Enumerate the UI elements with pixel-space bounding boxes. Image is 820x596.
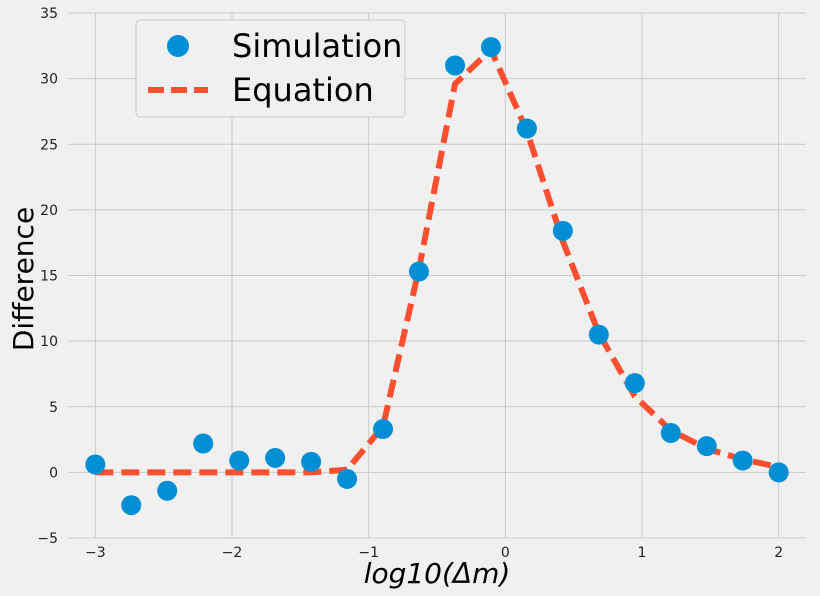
simulation-point [408, 261, 429, 282]
legend-simulation-label: Simulation [232, 27, 402, 65]
y-tick-label: −5 [37, 531, 58, 547]
simulation-point [121, 495, 142, 516]
x-axis-label-suffix: ) [497, 557, 510, 590]
simulation-point [660, 423, 681, 443]
y-tick-label: 25 [40, 137, 58, 153]
simulation-point [696, 436, 717, 457]
simulation-point [445, 55, 466, 76]
simulation-point [265, 447, 286, 468]
simulation-point [157, 480, 178, 501]
simulation-point [516, 118, 537, 139]
simulation-point [373, 419, 394, 440]
legend-equation-label: Equation [232, 71, 374, 109]
x-axis-label-prefix: log10(Δ [364, 557, 472, 590]
x-axis-label-variable: m [472, 557, 499, 590]
y-tick-label: 35 [40, 6, 58, 22]
simulation-point [732, 450, 753, 471]
simulation-point [193, 433, 214, 454]
y-tick-label: 30 [40, 72, 58, 88]
simulation-point [301, 451, 322, 472]
simulation-point [588, 324, 609, 345]
simulation-point [85, 454, 106, 475]
simulation-point [337, 468, 358, 489]
x-axis-label: log10(Δm) [364, 557, 511, 590]
x-tick-label: 0 [501, 545, 510, 561]
equation-line [95, 46, 780, 476]
x-tick-labels: −3 −2 −1 0 1 2 [85, 545, 783, 561]
y-axis-label: Difference [7, 207, 40, 351]
legend-simulation-marker [167, 35, 189, 57]
y-tick-label: 10 [40, 334, 58, 350]
x-tick-label: 2 [774, 545, 783, 561]
simulation-point [480, 37, 501, 58]
simulation-point [768, 462, 789, 483]
y-tick-label: 5 [49, 400, 58, 416]
simulation-point [229, 450, 250, 471]
y-tick-label: 20 [40, 203, 58, 219]
x-tick-label: −1 [358, 545, 379, 561]
x-tick-label: −3 [85, 545, 106, 561]
simulation-point [624, 373, 645, 394]
y-tick-label: 0 [49, 465, 58, 481]
y-tick-label: 15 [40, 269, 58, 285]
simulation-point [552, 220, 573, 241]
x-tick-label: 1 [638, 545, 647, 561]
series-layer [85, 37, 789, 516]
legend: Simulation Equation [135, 19, 406, 118]
y-tick-labels: −5 0 5 10 15 20 25 30 35 [37, 6, 58, 547]
x-tick-label: −2 [222, 545, 243, 561]
